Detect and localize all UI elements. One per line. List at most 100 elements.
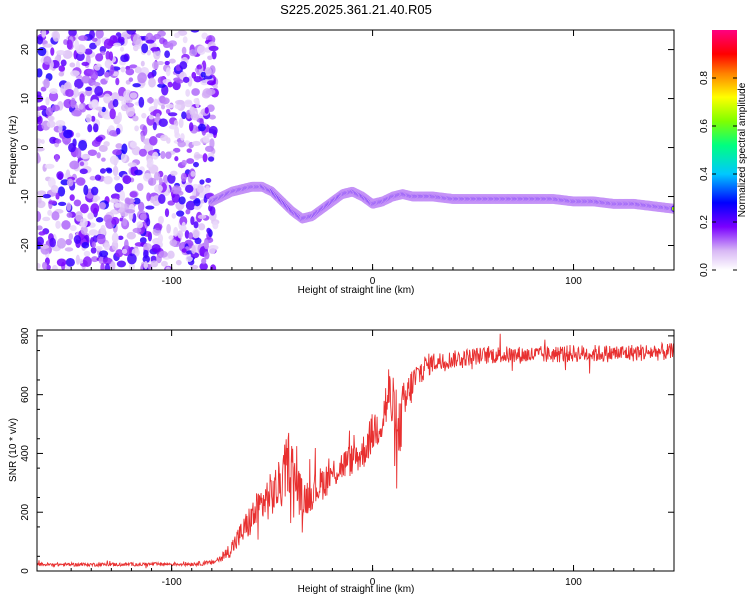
noise-mark — [198, 223, 206, 231]
noise-mark — [146, 217, 151, 227]
noise-mark — [115, 127, 121, 135]
noise-mark — [69, 62, 76, 68]
noise-mark — [87, 124, 93, 133]
noise-mark — [143, 260, 149, 270]
noise-mark — [55, 192, 60, 200]
noise-mark — [190, 216, 195, 226]
noise-mark — [78, 139, 88, 151]
noise-mark — [153, 172, 161, 181]
noise-mark — [73, 87, 79, 98]
colorbar-tick-label: 0.6 — [699, 119, 710, 133]
noise-mark — [208, 156, 215, 162]
noise-mark — [81, 241, 90, 249]
noise-mark — [125, 105, 136, 117]
noise-mark — [45, 96, 50, 106]
noise-mark — [65, 238, 72, 246]
noise-mark — [103, 214, 113, 223]
noise-mark — [43, 43, 53, 48]
noise-mark — [63, 82, 70, 90]
noise-mark — [92, 123, 99, 133]
noise-mark — [42, 216, 51, 222]
noise-mark — [96, 234, 106, 245]
noise-mark — [208, 114, 216, 120]
noise-mark — [185, 89, 191, 97]
noise-mark — [88, 229, 99, 236]
noise-mark — [38, 231, 46, 236]
noise-mark — [210, 264, 217, 270]
noise-mark — [149, 135, 158, 146]
noise-mark — [90, 247, 97, 254]
noise-mark — [204, 67, 212, 77]
colorbar-tick-label: 0.4 — [699, 167, 710, 181]
noise-mark — [212, 221, 219, 230]
noise-mark — [165, 151, 172, 159]
ridge-core — [671, 206, 674, 211]
noise-mark — [164, 208, 170, 218]
noise-mark — [182, 36, 188, 44]
noise-mark — [83, 250, 91, 257]
colorbar-ticks: 0.0 0.2 0.4 0.6 0.8 — [699, 71, 737, 277]
noise-mark — [166, 223, 171, 234]
noise-mark — [164, 50, 171, 58]
noise-mark — [196, 45, 206, 55]
noise-mark — [164, 60, 170, 66]
colorbar-tick-label: 0.0 — [699, 263, 710, 277]
noise-mark — [103, 141, 110, 147]
noise-mark — [191, 71, 197, 79]
noise-mark — [89, 30, 95, 40]
noise-mark — [180, 133, 185, 141]
noise-mark — [90, 70, 99, 81]
noise-mark — [143, 243, 152, 251]
noise-mark — [100, 262, 105, 270]
noise-mark — [94, 86, 104, 97]
noise-mark — [199, 262, 208, 270]
noise-mark — [157, 61, 164, 66]
noise-mark — [122, 218, 128, 227]
noise-mark — [147, 177, 157, 186]
noise-mark — [56, 49, 66, 56]
colorbar-tick-label: 0.8 — [699, 71, 710, 85]
noise-mark — [177, 230, 183, 239]
noise-mark — [112, 149, 122, 156]
noise-mark — [142, 125, 148, 136]
noise-mark — [174, 32, 180, 39]
noise-mark — [47, 115, 55, 122]
noise-mark — [194, 154, 204, 159]
noise-mark — [74, 39, 80, 51]
noise-mark — [201, 257, 207, 265]
noise-mark — [94, 174, 102, 181]
noise-mark — [205, 88, 216, 96]
noise-mark — [174, 156, 179, 162]
noise-mark — [167, 81, 173, 88]
noise-mark — [68, 30, 77, 37]
noise-mark — [37, 236, 44, 247]
colorbar-gradient — [712, 30, 737, 270]
noise-mark — [126, 30, 137, 35]
noise-mark — [58, 201, 67, 207]
noise-mark — [95, 30, 104, 39]
noise-mark — [63, 98, 73, 109]
noise-mark — [63, 129, 73, 139]
noise-mark — [75, 132, 81, 138]
noise-mark — [171, 185, 182, 195]
noise-mark — [177, 141, 186, 148]
noise-mark — [175, 99, 185, 105]
noise-mark — [58, 71, 65, 77]
noise-mark — [50, 47, 55, 56]
noise-mark — [197, 123, 206, 132]
noise-mark — [129, 191, 138, 198]
noise-mark — [193, 161, 199, 168]
noise-mark — [138, 96, 145, 108]
noise-mark — [43, 55, 52, 65]
noise-mark — [114, 202, 122, 208]
noise-mark — [120, 66, 126, 73]
noise-mark — [87, 149, 98, 156]
noise-mark — [132, 44, 139, 52]
noise-mark — [74, 78, 84, 89]
noise-mark — [65, 88, 75, 97]
noise-mark — [134, 169, 143, 176]
noise-mark — [75, 177, 86, 186]
noise-mark — [117, 36, 125, 43]
noise-mark — [193, 229, 200, 239]
